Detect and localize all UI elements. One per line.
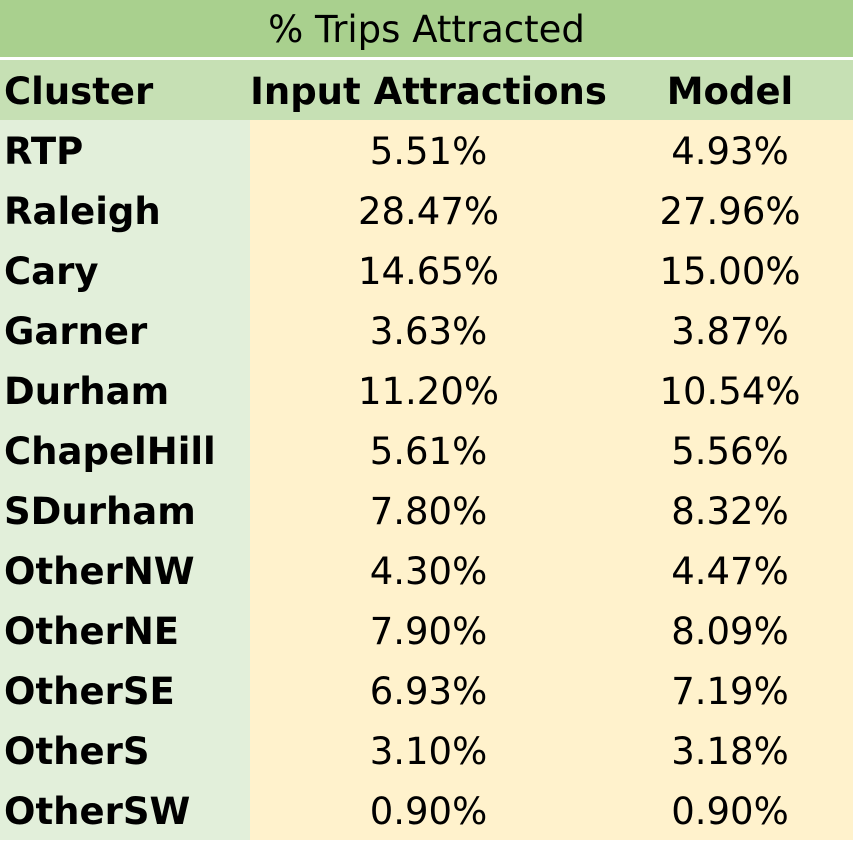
row-model: 3.87% bbox=[607, 300, 853, 360]
row-input: 14.65% bbox=[250, 240, 607, 300]
row-input: 5.61% bbox=[250, 420, 607, 480]
row-cluster: Garner bbox=[0, 300, 250, 360]
row-cluster: OtherSW bbox=[0, 780, 250, 840]
header-input-attractions: Input Attractions bbox=[250, 60, 607, 120]
row-input: 7.90% bbox=[250, 600, 607, 660]
row-model: 15.00% bbox=[607, 240, 853, 300]
row-input: 3.10% bbox=[250, 720, 607, 780]
row-model: 8.32% bbox=[607, 480, 853, 540]
row-cluster: Durham bbox=[0, 360, 250, 420]
row-model: 8.09% bbox=[607, 600, 853, 660]
row-input: 4.30% bbox=[250, 540, 607, 600]
row-model: 27.96% bbox=[607, 180, 853, 240]
row-cluster: RTP bbox=[0, 120, 250, 180]
table-title: % Trips Attracted bbox=[0, 0, 853, 57]
row-cluster: ChapelHill bbox=[0, 420, 250, 480]
row-input: 7.80% bbox=[250, 480, 607, 540]
row-input: 0.90% bbox=[250, 780, 607, 840]
row-cluster: OtherSE bbox=[0, 660, 250, 720]
row-model: 4.47% bbox=[607, 540, 853, 600]
row-model: 0.90% bbox=[607, 780, 853, 840]
row-model: 4.93% bbox=[607, 120, 853, 180]
row-input: 6.93% bbox=[250, 660, 607, 720]
row-model: 10.54% bbox=[607, 360, 853, 420]
header-cluster: Cluster bbox=[0, 60, 250, 120]
row-cluster: Cary bbox=[0, 240, 250, 300]
row-model: 7.19% bbox=[607, 660, 853, 720]
row-cluster: Raleigh bbox=[0, 180, 250, 240]
row-model: 3.18% bbox=[607, 720, 853, 780]
header-model: Model bbox=[607, 60, 853, 120]
row-input: 5.51% bbox=[250, 120, 607, 180]
row-model: 5.56% bbox=[607, 420, 853, 480]
row-cluster: OtherNE bbox=[0, 600, 250, 660]
row-cluster: OtherS bbox=[0, 720, 250, 780]
row-input: 28.47% bbox=[250, 180, 607, 240]
row-cluster: SDurham bbox=[0, 480, 250, 540]
row-input: 11.20% bbox=[250, 360, 607, 420]
row-input: 3.63% bbox=[250, 300, 607, 360]
row-cluster: OtherNW bbox=[0, 540, 250, 600]
